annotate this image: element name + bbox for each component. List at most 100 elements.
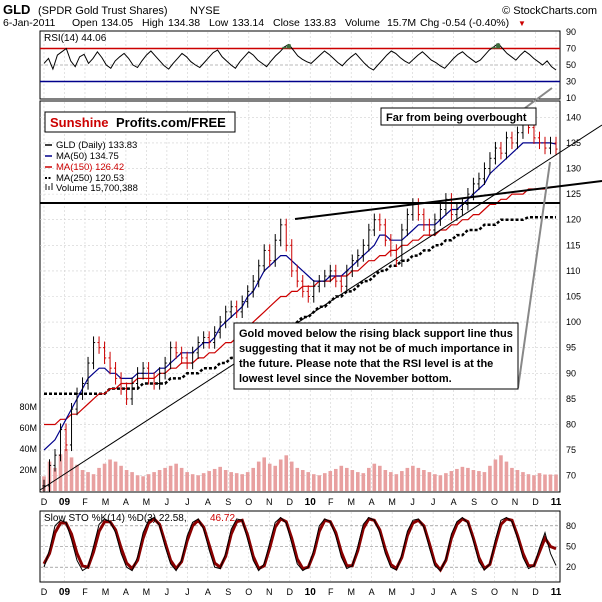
svg-text:Sunshine: Sunshine	[50, 115, 109, 130]
price-x-tick: A	[123, 497, 129, 507]
sto-x-tick: A	[205, 587, 211, 597]
price-y-tick: 95	[566, 343, 576, 353]
volume-bar	[455, 468, 459, 491]
volume-bar	[378, 465, 382, 491]
volume-bar	[185, 472, 189, 491]
price-x-tick: F	[82, 497, 88, 507]
volume-bar	[108, 459, 112, 491]
legend-ma250: MA(250) 120.53	[56, 173, 124, 184]
price-y-tick: 105	[566, 292, 581, 302]
volume-bar	[322, 473, 327, 491]
volume-bar	[295, 467, 300, 491]
sto-x-tick: D	[532, 587, 539, 597]
volume-bar	[405, 467, 410, 491]
chg-value: -0.54 (-0.40%)	[442, 17, 509, 29]
price-x-tick: M	[102, 497, 110, 507]
price-y-tick: 125	[566, 189, 581, 199]
sto-k-line	[43, 516, 557, 572]
price-y-tick: 115	[566, 240, 580, 250]
volume-bar	[493, 459, 498, 491]
price-legend: GLD (Daily) 133.83 MA(50) 134.75 MA(150)…	[45, 140, 138, 194]
volume-bar	[350, 470, 355, 491]
chg-label: Chg	[420, 17, 439, 29]
volume-y-tick: 80M	[19, 402, 37, 412]
volume-bar	[53, 467, 57, 491]
volume-bar	[207, 471, 211, 491]
close-value: 133.83	[304, 17, 336, 29]
sto-y-tick: 80	[566, 521, 576, 531]
rising-support-line	[39, 124, 602, 491]
price-x-tick: M	[388, 497, 396, 507]
volume-bar	[482, 472, 487, 491]
volume-bar	[130, 472, 134, 491]
legend-ma150: MA(150) 126.42	[56, 162, 124, 173]
rsi-overbought-fill	[282, 46, 287, 49]
ma250-line	[44, 215, 556, 396]
volume-bar	[64, 449, 68, 491]
volume-bar	[141, 476, 145, 491]
volume-bar	[427, 472, 432, 491]
price-y-tick: 85	[566, 394, 576, 404]
sto-x-tick: M	[347, 587, 355, 597]
high-value: 134.38	[168, 17, 200, 29]
price-x-tick: 11	[551, 497, 562, 508]
sto-x-tick: D	[287, 587, 294, 597]
rsi-y-tick: 70	[566, 44, 576, 54]
high-label: High	[142, 17, 164, 29]
volume-bar	[554, 474, 558, 491]
security-name: (SPDR Gold Trust Shares)	[38, 5, 168, 17]
sto-x-tick: J	[431, 587, 436, 597]
price-x-tick: D	[287, 497, 294, 507]
close-label: Close	[273, 17, 300, 29]
volume-bar	[273, 465, 278, 491]
volume-bar	[229, 472, 233, 491]
volume-bar	[383, 470, 388, 491]
open-label: Open	[72, 17, 98, 29]
volume-bar	[168, 465, 173, 491]
sto-title: Slow STO %K(14) %D(3) 22.58,	[44, 513, 187, 524]
volume-bar	[361, 473, 366, 491]
volume-bar	[267, 463, 272, 491]
price-x-tick: D	[532, 497, 539, 507]
volume-bar	[284, 455, 289, 491]
volume-bar	[251, 467, 256, 491]
rsi-overbought-fill	[496, 43, 501, 49]
volume-bar	[201, 473, 206, 491]
sto-d-line	[42, 516, 557, 573]
open-value: 134.05	[101, 17, 133, 29]
volume-bar	[262, 457, 267, 491]
price-x-tick: A	[369, 497, 375, 507]
volume-bar	[521, 472, 525, 491]
rsi-title: RSI(14) 44.06	[44, 33, 107, 44]
price-y-tick: 70	[566, 471, 576, 481]
rsi-y-tick: 50	[566, 60, 576, 70]
volume-bar	[300, 470, 305, 491]
sto-title-d: 46.72	[210, 513, 235, 524]
volume-y-tick: 40M	[19, 444, 37, 454]
price-x-tick: 09	[59, 497, 71, 508]
volume-bar	[245, 472, 250, 491]
volume-bar	[278, 459, 283, 491]
volume-bar	[400, 471, 404, 491]
volume-bar	[411, 465, 415, 491]
sto-x-tick: D	[41, 587, 48, 597]
volume-bar	[146, 474, 151, 491]
volume-bar	[58, 454, 63, 491]
volume-bar	[389, 472, 393, 491]
volume-bar	[196, 475, 200, 491]
rsi-note-callout: Far from being overbought	[380, 87, 553, 126]
rsi-line	[43, 42, 557, 71]
price-x-tick: F	[328, 497, 334, 507]
price-x-tick: 10	[305, 497, 317, 508]
main-note-line-3: the future. Please note that the RSI lev…	[239, 358, 493, 370]
rsi-y-tick: 30	[566, 77, 576, 87]
volume-bar	[444, 473, 448, 491]
price-y-tick: 110	[566, 266, 580, 276]
legend-ma50: MA(50) 134.75	[56, 151, 119, 162]
price-x-tick: J	[410, 497, 415, 507]
volume-bar	[223, 470, 228, 491]
volume-bar	[515, 470, 520, 491]
sto-y-tick: 50	[566, 542, 576, 552]
volume-bar	[460, 466, 465, 491]
sto-x-tick: 09	[59, 587, 71, 598]
